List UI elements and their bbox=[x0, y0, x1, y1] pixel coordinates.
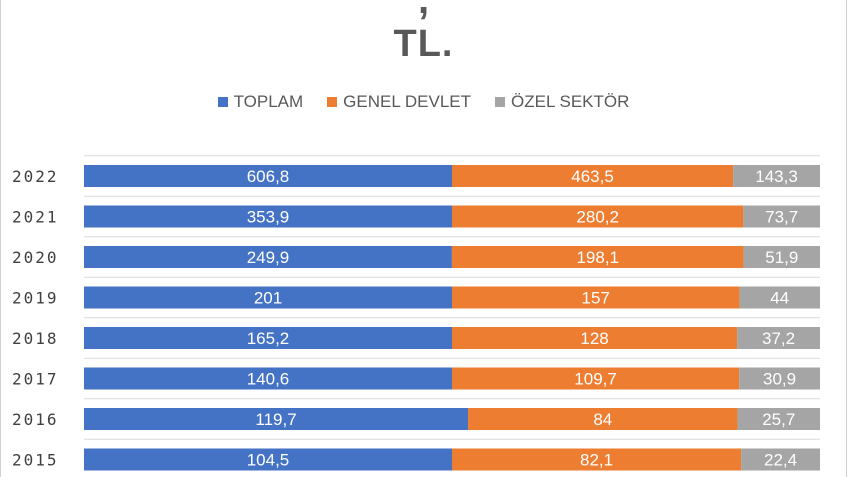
category-label-2020: 2020 bbox=[12, 248, 59, 267]
data-label-toplam-2021: 353,9 bbox=[247, 208, 290, 227]
category-label-2019: 2019 bbox=[12, 289, 59, 308]
data-label-toplam-2022: 606,8 bbox=[247, 167, 290, 186]
bar-genel-devlet-2021 bbox=[452, 205, 744, 228]
data-label-özel-sektör-2022: 143,3 bbox=[755, 167, 798, 186]
bar-toplam-2018 bbox=[84, 327, 452, 349]
bar-genel-devlet-2015 bbox=[452, 448, 742, 471]
bar-özel-sektör-2022 bbox=[733, 165, 820, 187]
bar-özel-sektör-2017 bbox=[739, 367, 820, 390]
data-label-toplam-2020: 249,9 bbox=[247, 248, 290, 267]
legend-swatch-toplam bbox=[217, 97, 228, 107]
bar-özel-sektör-2018 bbox=[737, 327, 820, 349]
data-label-toplam-2015: 104,5 bbox=[247, 451, 290, 470]
bar-özel-sektör-2021 bbox=[743, 205, 820, 228]
bar-genel-devlet-2017 bbox=[452, 367, 740, 390]
bar-toplam-2017 bbox=[84, 367, 452, 390]
bar-toplam-2022 bbox=[84, 165, 452, 187]
data-label-genel-devlet-2022: 463,5 bbox=[571, 167, 614, 186]
category-label-2016: 2016 bbox=[12, 410, 59, 429]
data-label-genel-devlet-2015: 82,1 bbox=[580, 451, 613, 470]
data-label-genel-devlet-2019: 157 bbox=[582, 289, 610, 308]
category-label-2017: 2017 bbox=[12, 370, 59, 389]
data-label-genel-devlet-2018: 128 bbox=[580, 329, 608, 348]
data-label-özel-sektör-2015: 22,4 bbox=[764, 451, 797, 470]
data-label-özel-sektör-2021: 73,7 bbox=[765, 208, 798, 227]
chart-title-fragment: , bbox=[417, 0, 430, 22]
data-label-toplam-2019: 201 bbox=[254, 289, 282, 308]
chart-title: TL. bbox=[393, 23, 454, 65]
bar-genel-devlet-2020 bbox=[451, 246, 744, 268]
bar-genel-devlet-2016 bbox=[468, 408, 738, 430]
bar-genel-devlet-2022 bbox=[452, 165, 734, 187]
legend-item-ozel-sektor: ÖZEL SEKTÖR bbox=[495, 92, 629, 112]
category-label-2021: 2021 bbox=[12, 208, 59, 227]
category-label-2015: 2015 bbox=[12, 451, 59, 470]
data-label-genel-devlet-2016: 84 bbox=[593, 410, 612, 429]
bar-özel-sektör-2016 bbox=[737, 408, 820, 430]
bar-özel-sektör-2015 bbox=[741, 448, 820, 471]
data-label-özel-sektör-2019: 44 bbox=[770, 289, 789, 308]
data-label-toplam-2017: 140,6 bbox=[247, 370, 290, 389]
bar-toplam-2016 bbox=[84, 408, 469, 430]
category-label-2018: 2018 bbox=[12, 329, 59, 348]
bar-toplam-2020 bbox=[84, 246, 452, 268]
data-label-toplam-2018: 165,2 bbox=[247, 329, 290, 348]
legend-item-toplam: TOPLAM bbox=[217, 92, 304, 112]
chart-legend: TOPLAM GENEL DEVLET ÖZEL SEKTÖR bbox=[0, 92, 847, 112]
legend-label-ozel-sektor: ÖZEL SEKTÖR bbox=[511, 92, 630, 111]
bar-toplam-2019 bbox=[84, 286, 452, 309]
bar-toplam-2015 bbox=[84, 448, 452, 471]
bar-genel-devlet-2019 bbox=[452, 286, 740, 309]
legend-swatch-ozel-sektor bbox=[495, 97, 506, 107]
data-label-genel-devlet-2017: 109,7 bbox=[574, 370, 617, 389]
data-label-genel-devlet-2021: 280,2 bbox=[576, 208, 619, 227]
data-label-özel-sektör-2016: 25,7 bbox=[762, 410, 795, 429]
legend-swatch-genel-devlet bbox=[327, 97, 338, 107]
legend-label-genel-devlet: GENEL DEVLET bbox=[343, 92, 472, 111]
data-label-özel-sektör-2018: 37,2 bbox=[762, 329, 795, 348]
data-label-toplam-2016: 119,7 bbox=[255, 410, 296, 429]
legend-label-toplam: TOPLAM bbox=[233, 92, 304, 111]
data-label-özel-sektör-2017: 30,9 bbox=[763, 370, 796, 389]
data-label-genel-devlet-2020: 198,1 bbox=[576, 248, 619, 267]
bar-özel-sektör-2019 bbox=[739, 286, 820, 309]
bar-toplam-2021 bbox=[84, 205, 452, 228]
bar-genel-devlet-2018 bbox=[452, 327, 738, 349]
legend-item-genel-devlet: GENEL DEVLET bbox=[327, 92, 471, 112]
bar-özel-sektör-2020 bbox=[743, 246, 820, 268]
category-label-2022: 2022 bbox=[12, 167, 59, 186]
data-label-özel-sektör-2020: 51,9 bbox=[765, 248, 798, 267]
